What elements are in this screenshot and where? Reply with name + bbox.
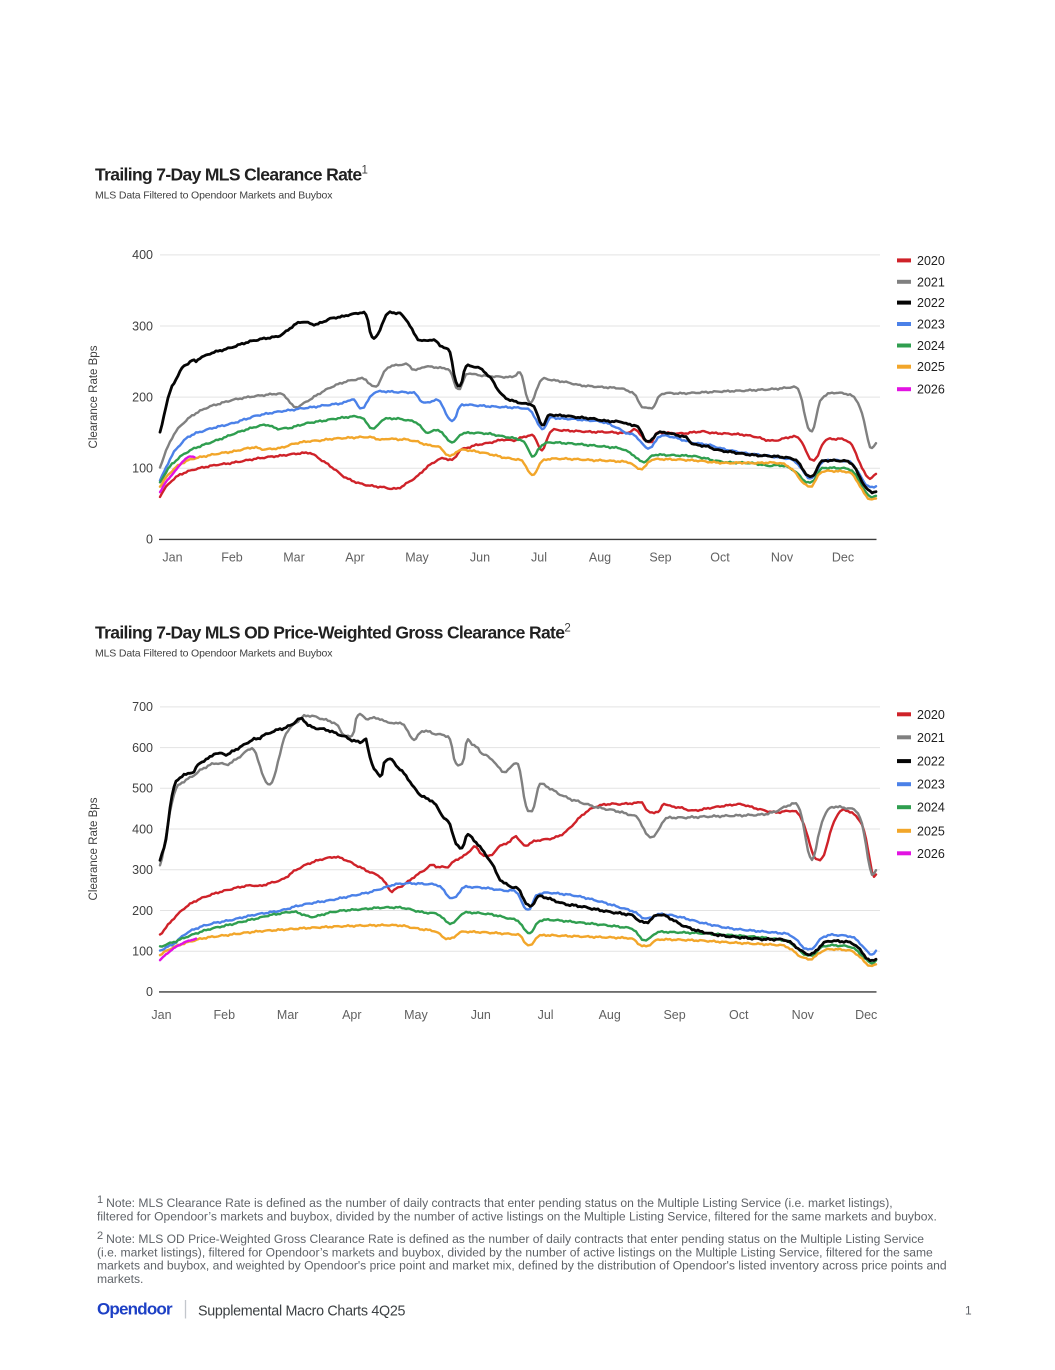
svg-text:Jan: Jan	[162, 551, 182, 565]
svg-text:2026: 2026	[917, 383, 945, 397]
svg-text:Sep: Sep	[663, 1008, 685, 1022]
svg-text:Sep: Sep	[649, 551, 671, 565]
svg-text:MLS Data Filtered to Opendoor: MLS Data Filtered to Opendoor Markets an…	[95, 648, 333, 660]
svg-text:Feb: Feb	[221, 551, 243, 565]
svg-text:Nov: Nov	[771, 551, 794, 565]
svg-text:600: 600	[132, 741, 153, 755]
svg-text:2022: 2022	[917, 296, 945, 310]
svg-text:2022: 2022	[917, 755, 945, 769]
svg-text:Trailing 7-Day MLS OD Price-We: Trailing 7-Day MLS OD Price-Weighted Gro…	[95, 623, 571, 643]
svg-text:Mar: Mar	[277, 1008, 299, 1022]
svg-text:MLS Data Filtered to Opendoor: MLS Data Filtered to Opendoor Markets an…	[95, 190, 333, 202]
svg-text:2023: 2023	[917, 318, 945, 332]
svg-text:500: 500	[132, 782, 153, 796]
svg-text:Oct: Oct	[729, 1008, 749, 1022]
svg-text:Jun: Jun	[470, 551, 490, 565]
svg-text:0: 0	[146, 533, 153, 547]
svg-text:Nov: Nov	[792, 1008, 815, 1022]
svg-text:200: 200	[132, 390, 153, 404]
svg-text:May: May	[404, 1008, 428, 1022]
svg-text:2025: 2025	[917, 824, 945, 838]
svg-text:Apr: Apr	[342, 1008, 361, 1022]
svg-text:100: 100	[132, 462, 153, 476]
svg-text:2026: 2026	[917, 847, 945, 861]
svg-text:400: 400	[132, 248, 153, 262]
svg-text:May: May	[405, 551, 429, 565]
svg-text:2024: 2024	[917, 339, 945, 353]
svg-text:(i.e. market listings), filter: (i.e. market listings), filtered for Ope…	[97, 1245, 933, 1259]
svg-text:Supplemental Macro Charts 4Q25: Supplemental Macro Charts 4Q25	[198, 1303, 405, 1319]
svg-text:300: 300	[132, 319, 153, 333]
svg-text:2020: 2020	[917, 708, 945, 722]
svg-text:Opendoor: Opendoor	[97, 1299, 173, 1318]
svg-text:Mar: Mar	[283, 551, 305, 565]
svg-text:Clearance Rate Bps: Clearance Rate Bps	[88, 345, 100, 448]
svg-text:300: 300	[132, 863, 153, 877]
svg-text:markets.: markets.	[97, 1272, 143, 1286]
svg-text:2020: 2020	[917, 254, 945, 268]
svg-text:1: 1	[965, 1304, 972, 1318]
svg-text:Dec: Dec	[832, 551, 854, 565]
svg-text:Feb: Feb	[214, 1008, 236, 1022]
svg-text:filtered for Opendoor’s market: filtered for Opendoor’s markets and buyb…	[97, 1209, 937, 1223]
svg-text:2021: 2021	[917, 731, 945, 745]
svg-text:400: 400	[132, 822, 153, 836]
svg-text:Jun: Jun	[471, 1008, 491, 1022]
svg-text:Clearance Rate Bps: Clearance Rate Bps	[88, 797, 100, 900]
svg-text:Jan: Jan	[151, 1008, 171, 1022]
svg-text:Jul: Jul	[538, 1008, 554, 1022]
svg-text:2023: 2023	[917, 778, 945, 792]
svg-text:2025: 2025	[917, 360, 945, 374]
svg-text:2021: 2021	[917, 275, 945, 289]
svg-text:Trailing 7-Day MLS Clearance R: Trailing 7-Day MLS Clearance Rate1	[95, 165, 368, 185]
svg-text:Dec: Dec	[855, 1008, 877, 1022]
svg-text:Oct: Oct	[710, 551, 730, 565]
svg-text:Aug: Aug	[589, 551, 611, 565]
svg-text:Jul: Jul	[531, 551, 547, 565]
svg-text:700: 700	[132, 700, 153, 714]
svg-text:Aug: Aug	[599, 1008, 621, 1022]
svg-text:markets and buybox, and weight: markets and buybox, and weighted by Open…	[97, 1259, 947, 1273]
svg-text:0: 0	[146, 985, 153, 999]
svg-text:2024: 2024	[917, 801, 945, 815]
svg-text:100: 100	[132, 945, 153, 959]
svg-text:200: 200	[132, 904, 153, 918]
svg-text:Apr: Apr	[345, 551, 364, 565]
